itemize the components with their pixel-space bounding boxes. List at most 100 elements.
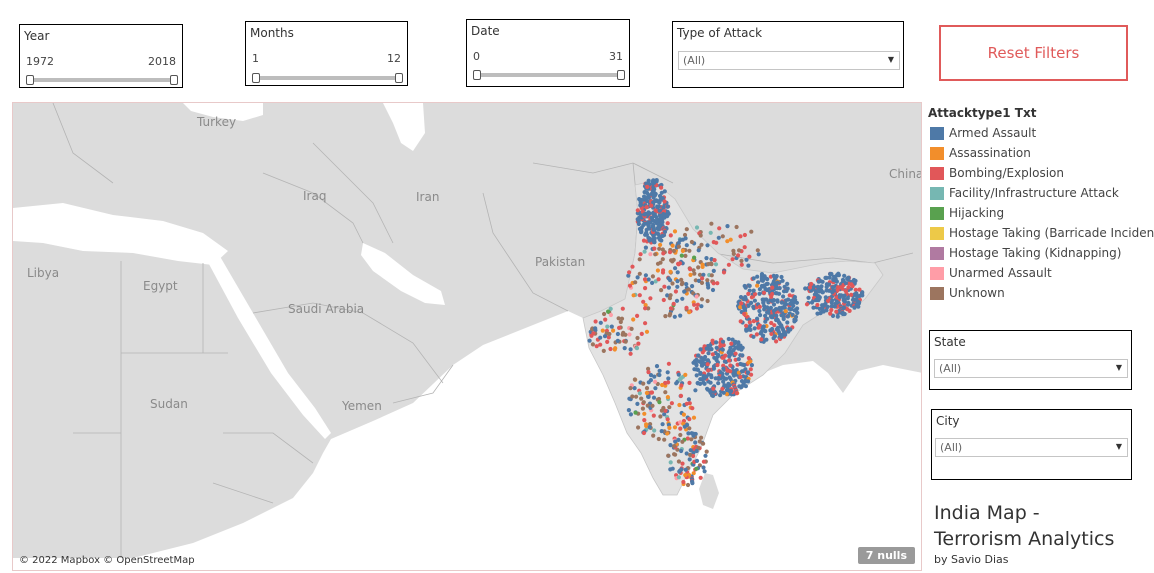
incident-point — [714, 357, 719, 363]
incident-point — [744, 257, 749, 262]
incident-point — [711, 281, 716, 286]
incident-point — [785, 320, 790, 325]
incident-point — [694, 363, 699, 368]
incident-point — [661, 297, 666, 303]
incident-point — [720, 347, 725, 352]
incident-point — [681, 412, 687, 417]
months-slider-track[interactable] — [254, 76, 401, 80]
state-dropdown[interactable]: (All) ▼ — [934, 359, 1128, 378]
incident-point — [770, 291, 775, 297]
incident-point — [646, 306, 651, 311]
incident-point — [721, 379, 726, 384]
incident-point — [665, 213, 670, 218]
incident-point — [694, 225, 700, 230]
incident-point — [828, 311, 833, 316]
incident-point — [771, 273, 776, 278]
incident-point — [630, 394, 635, 399]
legend-item-bombing-explosion[interactable]: Bombing/Explosion — [928, 164, 1152, 184]
incident-point — [784, 288, 789, 294]
incident-point — [660, 196, 665, 201]
incident-point — [656, 225, 661, 230]
map-attribution[interactable]: © 2022 Mapbox © OpenStreetMap — [19, 555, 195, 566]
incident-point — [751, 319, 756, 324]
chevron-down-icon: ▼ — [1115, 442, 1122, 451]
incident-point — [853, 287, 858, 292]
nulls-indicator-badge[interactable]: 7 nulls — [857, 547, 915, 564]
incident-point — [834, 299, 839, 304]
incident-point — [790, 288, 795, 293]
incident-point — [620, 306, 625, 311]
year-filter: Year 1972 2018 — [19, 24, 183, 88]
incident-point — [648, 252, 653, 257]
incident-point — [757, 287, 763, 292]
year-slider-max-handle[interactable] — [170, 75, 178, 85]
date-slider-min-handle[interactable] — [473, 70, 481, 80]
incident-point — [659, 288, 664, 293]
legend-item-unarmed-assault[interactable]: Unarmed Assault — [928, 264, 1152, 284]
incident-point — [678, 376, 684, 381]
map-view[interactable]: Turkey Iraq Iran China Pakistan Libya Eg… — [12, 102, 922, 571]
incident-point — [806, 295, 811, 300]
incident-point — [658, 414, 663, 419]
incident-points — [587, 178, 865, 488]
legend-item-assassination[interactable]: Assassination — [928, 144, 1152, 164]
incident-point — [652, 180, 657, 185]
incident-point — [605, 339, 610, 344]
legend-item-armed-assault[interactable]: Armed Assault — [928, 124, 1152, 144]
incident-point — [667, 425, 672, 430]
incident-point — [726, 381, 731, 386]
incident-point — [678, 432, 683, 438]
incident-point — [718, 343, 723, 349]
year-slider-track[interactable] — [28, 78, 176, 82]
months-slider-max-handle[interactable] — [395, 73, 403, 83]
legend-item-hostage-taking-barricade[interactable]: Hostage Taking (Barricade Incident) — [928, 224, 1154, 244]
months-filter-title: Months — [250, 26, 294, 40]
incident-point — [687, 380, 692, 385]
incident-point — [819, 284, 824, 289]
label-yemen: Yemen — [341, 399, 382, 413]
incident-point — [684, 282, 689, 287]
incident-point — [668, 233, 673, 238]
incident-point — [661, 212, 666, 217]
incident-point — [637, 293, 642, 298]
incident-point — [769, 298, 775, 303]
incident-point — [623, 332, 628, 337]
incident-point — [635, 401, 640, 406]
incident-point — [827, 275, 832, 280]
reset-filters-button[interactable]: Reset Filters — [939, 25, 1128, 81]
incident-point — [694, 357, 699, 362]
legend-item-unknown[interactable]: Unknown — [928, 284, 1152, 304]
incident-point — [694, 458, 700, 463]
legend-item-facility-infrastructure-attack[interactable]: Facility/Infrastructure Attack — [928, 184, 1152, 204]
incident-point — [857, 287, 862, 292]
map-canvas[interactable]: Turkey Iraq Iran China Pakistan Libya Eg… — [13, 103, 922, 571]
incident-point — [650, 403, 655, 408]
incident-point — [771, 308, 777, 313]
legend-item-hostage-taking-kidnapping[interactable]: Hostage Taking (Kidnapping) — [928, 244, 1152, 264]
city-dropdown[interactable]: (All) ▼ — [935, 438, 1128, 457]
incident-point — [656, 396, 662, 402]
date-slider-max-handle[interactable] — [617, 70, 625, 80]
incident-point — [703, 354, 708, 360]
year-slider-min-handle[interactable] — [26, 75, 34, 85]
incident-point — [634, 346, 640, 351]
incident-point — [715, 281, 720, 286]
legend-item-hijacking[interactable]: Hijacking — [928, 204, 1152, 224]
incident-point — [843, 281, 849, 286]
label-libya: Libya — [27, 266, 59, 280]
months-slider-min-handle[interactable] — [252, 73, 260, 83]
incident-point — [691, 268, 696, 273]
attack-type-dropdown[interactable]: (All) ▼ — [678, 51, 900, 70]
incident-point — [710, 352, 715, 357]
incident-point — [716, 375, 721, 381]
incident-point — [649, 203, 654, 208]
incident-point — [721, 343, 726, 348]
incident-point — [720, 339, 726, 344]
incident-point — [626, 273, 631, 278]
incident-point — [612, 347, 617, 352]
date-slider-track[interactable] — [475, 73, 623, 77]
incident-point — [722, 359, 728, 364]
incident-point — [764, 337, 769, 342]
incident-point — [606, 335, 611, 340]
incident-point — [629, 326, 634, 331]
